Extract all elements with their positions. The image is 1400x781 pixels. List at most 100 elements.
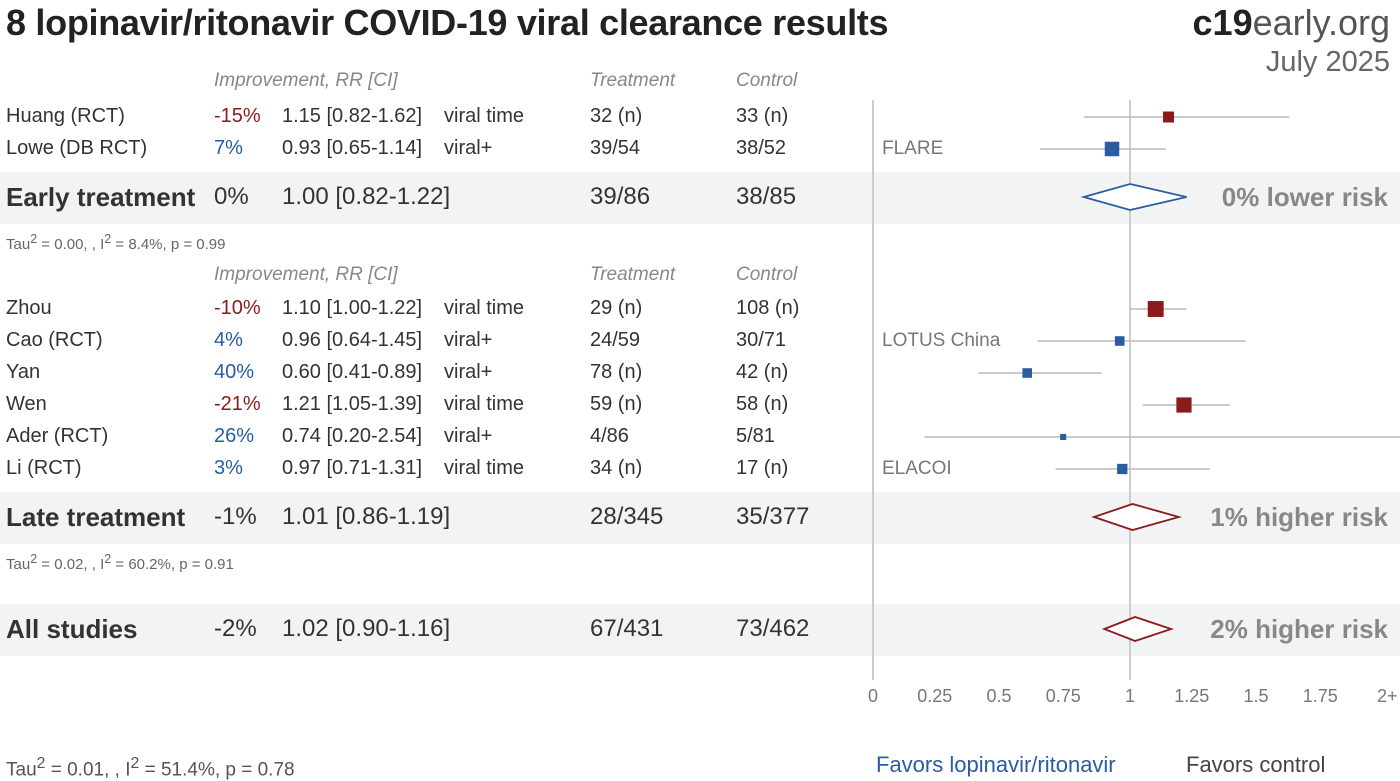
study-control: 17 (n) bbox=[736, 457, 789, 479]
axis-tick-label: 1.25 bbox=[1174, 686, 1210, 706]
summary-rr: 1.01 [0.86-1.19] bbox=[282, 503, 451, 530]
study-name: Cao (RCT) bbox=[6, 329, 103, 351]
study-treatment: 78 (n) bbox=[590, 361, 643, 383]
favors-treatment-label: Favors lopinavir/ritonavir bbox=[876, 752, 1116, 777]
overall-heterogeneity: Tau2 = 0.01, , I2 = 51.4%, p = 0.78 bbox=[6, 755, 295, 781]
summary-diamond bbox=[1091, 503, 1183, 531]
axis-tick-label: 1.5 bbox=[1243, 686, 1269, 706]
study-name: Zhou bbox=[6, 297, 52, 319]
study-control: 42 (n) bbox=[736, 361, 789, 383]
study-name: Yan bbox=[6, 361, 41, 383]
overall-control: 73/462 bbox=[736, 615, 810, 642]
column-header-control: Control bbox=[736, 264, 798, 285]
column-header-treatment: Treatment bbox=[590, 70, 676, 91]
point-estimate bbox=[1163, 111, 1175, 123]
study-rr: 1.15 [0.82-1.62] bbox=[282, 105, 423, 127]
study-outcome: viral time bbox=[444, 457, 525, 479]
column-header-control: Control bbox=[736, 70, 798, 91]
study-treatment: 32 (n) bbox=[590, 105, 643, 127]
study-rr: 1.10 [1.00-1.22] bbox=[282, 297, 423, 319]
point-estimate bbox=[1104, 141, 1120, 157]
summary-control: 35/377 bbox=[736, 503, 810, 530]
axis-tick-label: 0 bbox=[868, 686, 879, 706]
axis-tick-label: 0.5 bbox=[986, 686, 1012, 706]
study-improvement: 7% bbox=[214, 137, 243, 159]
study-treatment: 29 (n) bbox=[590, 297, 643, 319]
summary-treatment: 28/345 bbox=[590, 503, 664, 530]
study-rr: 0.97 [0.71-1.31] bbox=[282, 457, 423, 479]
summary-diamond bbox=[1080, 183, 1187, 211]
overall-treatment: 67/431 bbox=[590, 615, 664, 642]
column-header-treatment: Treatment bbox=[590, 264, 676, 285]
summary-control: 38/85 bbox=[736, 183, 797, 210]
axis-tick-label: 1.75 bbox=[1302, 686, 1338, 706]
study-improvement: -10% bbox=[214, 297, 261, 319]
study-control: 108 (n) bbox=[736, 297, 800, 319]
study-control: 38/52 bbox=[736, 137, 787, 159]
study-treatment: 39/54 bbox=[590, 137, 641, 159]
point-estimate bbox=[1022, 368, 1032, 378]
study-rr: 0.60 [0.41-0.89] bbox=[282, 361, 423, 383]
study-improvement: 3% bbox=[214, 457, 243, 479]
study-treatment: 4/86 bbox=[590, 425, 629, 447]
point-estimate bbox=[1176, 397, 1192, 413]
report-date: July 2025 bbox=[1265, 46, 1390, 78]
point-estimate bbox=[1147, 301, 1164, 317]
summary-improvement: -1% bbox=[214, 503, 257, 530]
study-outcome: viral time bbox=[444, 297, 525, 319]
axis-tick-label: 1 bbox=[1125, 686, 1136, 706]
study-outcome: viral+ bbox=[444, 329, 493, 351]
study-name: Lowe (DB RCT) bbox=[6, 137, 148, 159]
heterogeneity-stats: Tau2 = 0.02, , I2 = 60.2%, p = 0.91 bbox=[6, 552, 234, 573]
study-outcome: viral+ bbox=[444, 137, 493, 159]
summary-rr: 1.00 [0.82-1.22] bbox=[282, 183, 451, 210]
trial-name: LOTUS China bbox=[882, 330, 1001, 351]
study-rr: 0.93 [0.65-1.14] bbox=[282, 137, 423, 159]
study-outcome: viral+ bbox=[444, 361, 493, 383]
overall-name: All studies bbox=[6, 614, 138, 644]
column-header-improvement: Improvement, RR [CI] bbox=[214, 264, 398, 285]
study-improvement: 26% bbox=[214, 425, 255, 447]
axis-tick-label: 0.25 bbox=[917, 686, 953, 706]
overall-diamond bbox=[1101, 616, 1174, 642]
study-rr: 0.74 [0.20-2.54] bbox=[282, 425, 423, 447]
study-name: Ader (RCT) bbox=[6, 425, 109, 447]
study-rr: 0.96 [0.64-1.45] bbox=[282, 329, 423, 351]
study-outcome: viral time bbox=[444, 393, 525, 415]
overall-rr: 1.02 [0.90-1.16] bbox=[282, 615, 451, 642]
study-control: 33 (n) bbox=[736, 105, 789, 127]
heterogeneity-stats: Tau2 = 0.00, , I2 = 8.4%, p = 0.99 bbox=[6, 232, 226, 253]
study-treatment: 59 (n) bbox=[590, 393, 643, 415]
point-estimate bbox=[1114, 336, 1125, 346]
study-name: Wen bbox=[6, 393, 47, 415]
study-control: 58 (n) bbox=[736, 393, 789, 415]
study-treatment: 34 (n) bbox=[590, 457, 643, 479]
trial-name: ELACOI bbox=[882, 458, 952, 479]
summary-name: Late treatment bbox=[6, 502, 186, 532]
study-name: Li (RCT) bbox=[6, 457, 82, 479]
overall-risk: 2% higher risk bbox=[1210, 614, 1388, 644]
trial-name: FLARE bbox=[882, 138, 944, 159]
study-improvement: 40% bbox=[214, 361, 255, 383]
study-improvement: -15% bbox=[214, 105, 261, 127]
brand-bold: c19 bbox=[1192, 2, 1253, 43]
study-name: Huang (RCT) bbox=[6, 105, 125, 127]
summary-risk: 1% higher risk bbox=[1210, 502, 1388, 532]
point-estimate bbox=[1060, 433, 1067, 441]
point-estimate bbox=[1117, 463, 1128, 475]
page-title: 8 lopinavir/ritonavir COVID-19 viral cle… bbox=[6, 2, 889, 43]
overall-improvement: -2% bbox=[214, 615, 257, 642]
summary-risk: 0% lower risk bbox=[1221, 182, 1388, 212]
study-outcome: viral+ bbox=[444, 425, 493, 447]
summary-name: Early treatment bbox=[6, 182, 196, 212]
study-outcome: viral time bbox=[444, 105, 525, 127]
brand-rest: early.org bbox=[1252, 2, 1390, 43]
brand-logo[interactable]: c19early.org bbox=[1193, 2, 1390, 44]
summary-improvement: 0% bbox=[214, 183, 249, 210]
column-header-improvement: Improvement, RR [CI] bbox=[214, 70, 398, 91]
study-improvement: 4% bbox=[214, 329, 243, 351]
axis-tick-label: 0.75 bbox=[1045, 686, 1081, 706]
summary-treatment: 39/86 bbox=[590, 183, 651, 210]
study-treatment: 24/59 bbox=[590, 329, 641, 351]
